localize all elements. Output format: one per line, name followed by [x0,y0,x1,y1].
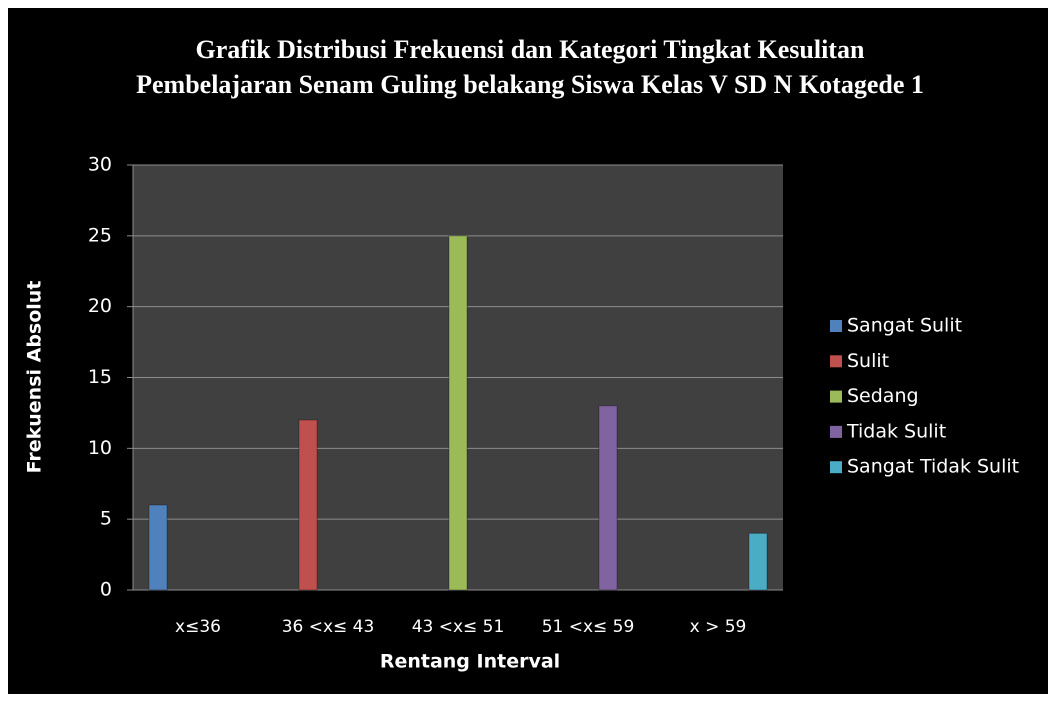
x-tick-label: 36 <x≤ 43 [282,617,375,637]
y-tick-label: 15 [88,366,112,388]
y-tick-label: 5 [100,508,112,530]
y-tick-label: 30 [88,154,112,176]
legend-swatch [830,425,842,438]
x-tick-label: x > 59 [690,617,747,637]
y-tick-label: 25 [88,224,112,246]
y-axis-label: Frekuensi Absolut [24,281,46,474]
legend-label: Sangat Tidak Sulit [847,456,1019,478]
legend-label: Tidak Sulit [846,420,946,442]
bar [598,405,618,591]
legend-swatch [830,320,842,332]
x-tick-label: 51 <x≤ 59 [542,617,635,637]
legend-label: Sedang [847,385,919,407]
chart-title: Grafik Distribusi Frekuensi dan Kategori… [136,35,924,99]
x-tick-label: x≤36 [175,617,221,637]
x-tick-label: 43 <x≤ 51 [412,617,505,637]
y-tick-label: 20 [88,295,112,317]
y-tick-label: 10 [88,437,112,459]
legend-swatch [830,355,842,368]
bar [748,532,768,591]
legend-swatch [830,461,842,474]
x-axis-label: Rentang Interval [380,651,560,673]
bar [448,235,468,591]
legend-label: Sulit [847,350,889,372]
bar [298,419,318,591]
bar [148,504,168,591]
legend-swatch [830,390,842,403]
legend-label: Sangat Sulit [847,315,962,337]
y-tick-label: 0 [100,579,112,601]
